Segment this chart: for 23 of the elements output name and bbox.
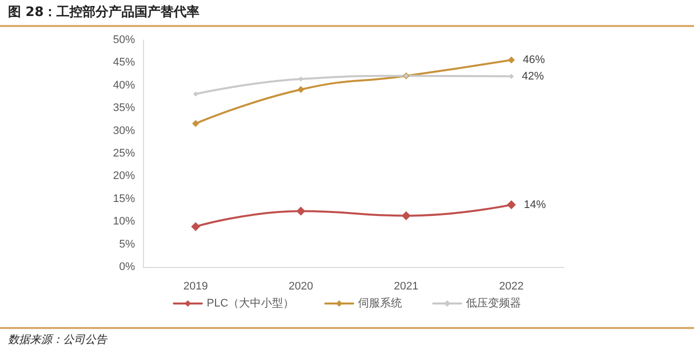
- x-tick-label: 2020: [288, 280, 314, 292]
- y-tick-label: 5%: [119, 238, 136, 250]
- data-label: 42%: [522, 70, 544, 82]
- chart-title: 图 28：工控部分产品国产替代率: [8, 4, 200, 21]
- y-tick-label: 20%: [112, 170, 136, 182]
- y-tick-label: 30%: [112, 124, 136, 137]
- y-tick-label: 40%: [112, 79, 136, 92]
- y-tick-label: 45%: [112, 56, 136, 69]
- y-tick-label: 50%: [112, 34, 136, 46]
- x-tick-label: 2021: [394, 280, 418, 292]
- y-tick-label: 0%: [119, 261, 136, 273]
- y-tick-label: 25%: [112, 148, 136, 160]
- y-tick-label: 15%: [112, 192, 136, 205]
- data-label: 46%: [522, 54, 546, 66]
- source-note: 数据来源：公司公告: [8, 332, 107, 347]
- legend-label: PLC（大中小型）: [206, 296, 294, 310]
- legend-label: 低压变频器: [466, 296, 522, 310]
- y-tick-label: 35%: [112, 102, 136, 114]
- legend-label: 伺服系统: [358, 296, 402, 310]
- x-tick-label: 2019: [183, 280, 208, 292]
- y-tick-label: 10%: [112, 216, 136, 228]
- x-tick-label: 2022: [499, 280, 524, 292]
- data-label: 14%: [524, 198, 546, 211]
